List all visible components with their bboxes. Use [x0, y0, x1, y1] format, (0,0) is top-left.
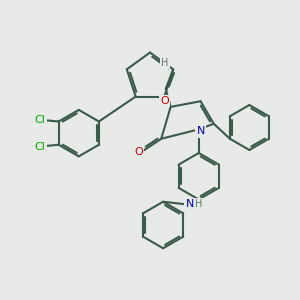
Text: H: H [195, 200, 202, 209]
Text: Cl: Cl [34, 115, 45, 124]
Text: Cl: Cl [34, 142, 45, 152]
Text: N: N [185, 200, 194, 209]
Text: N: N [196, 126, 205, 136]
Text: H: H [161, 58, 169, 68]
Text: O: O [160, 96, 169, 106]
Text: O: O [134, 147, 143, 157]
